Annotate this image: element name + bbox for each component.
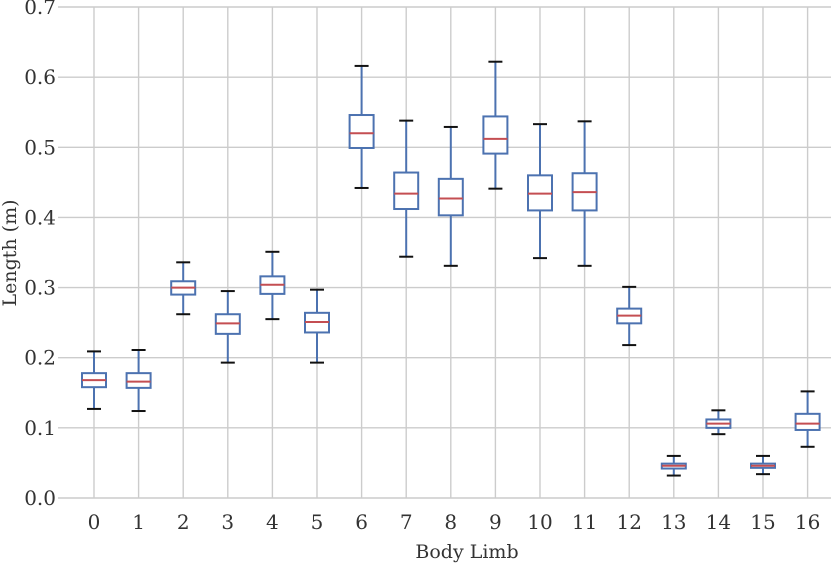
- x-tick-label: 5: [311, 510, 324, 534]
- x-tick-label: 4: [266, 510, 279, 534]
- x-tick-label: 15: [750, 510, 775, 534]
- iqr-box: [437, 177, 464, 217]
- x-tick-label: 11: [572, 510, 597, 534]
- x-tick-label: 16: [795, 510, 820, 534]
- x-tick-label: 12: [616, 510, 641, 534]
- y-axis-label: Length (m): [0, 199, 21, 306]
- box-item: [259, 250, 286, 321]
- x-tick-label: 3: [221, 510, 234, 534]
- box-item: [527, 123, 553, 260]
- box-item: [214, 290, 241, 364]
- iqr-box: [482, 115, 509, 155]
- box-item: [437, 125, 464, 267]
- box-item: [125, 348, 152, 413]
- box-item: [794, 390, 821, 448]
- x-tick-label: 0: [88, 510, 101, 534]
- box-item: [705, 409, 732, 436]
- y-tick-label: 0.1: [24, 416, 56, 440]
- y-tick-label: 0.7: [24, 0, 56, 19]
- x-tick-labels: 0 1 2 3 4 5 6 7 8 9 10 11 12 13 14 15 16: [88, 510, 821, 534]
- x-tick-label: 10: [527, 510, 552, 534]
- y-tick-label: 0.5: [24, 135, 56, 159]
- box-item: [750, 454, 776, 476]
- iqr-box: [393, 171, 420, 211]
- box-item: [660, 454, 687, 477]
- x-axis-label: Body Limb: [415, 541, 518, 563]
- box-item: [81, 350, 107, 410]
- box-item: [170, 261, 197, 316]
- y-tick-label: 0.2: [24, 346, 56, 370]
- y-gridlines: [58, 6, 831, 429]
- x-tick-label: 13: [661, 510, 686, 534]
- box-item: [393, 119, 420, 258]
- box-item: [571, 120, 598, 267]
- x-tick-label: 14: [706, 510, 731, 534]
- box-series: [81, 60, 821, 477]
- box-item: [348, 64, 375, 189]
- y-tick-label: 0.6: [24, 65, 56, 89]
- iqr-box: [794, 412, 821, 431]
- box-item: [304, 288, 330, 364]
- box-item: [616, 285, 643, 347]
- x-tick-label: 9: [489, 510, 502, 534]
- x-tick-label: 1: [132, 510, 145, 534]
- x-tick-label: 7: [400, 510, 413, 534]
- iqr-box: [348, 114, 375, 149]
- y-tick-label: 0.3: [24, 276, 56, 300]
- y-tick-label: 0.4: [24, 205, 56, 229]
- y-tick-labels: 0.0 0.1 0.2 0.3 0.4 0.5 0.6 0.7: [24, 0, 56, 510]
- x-tick-label: 6: [355, 510, 368, 534]
- iqr-box: [125, 372, 152, 389]
- box-item: [482, 60, 509, 190]
- x-tick-label: 2: [177, 510, 190, 534]
- x-tick-label: 8: [444, 510, 457, 534]
- y-tick-label: 0.0: [24, 486, 56, 510]
